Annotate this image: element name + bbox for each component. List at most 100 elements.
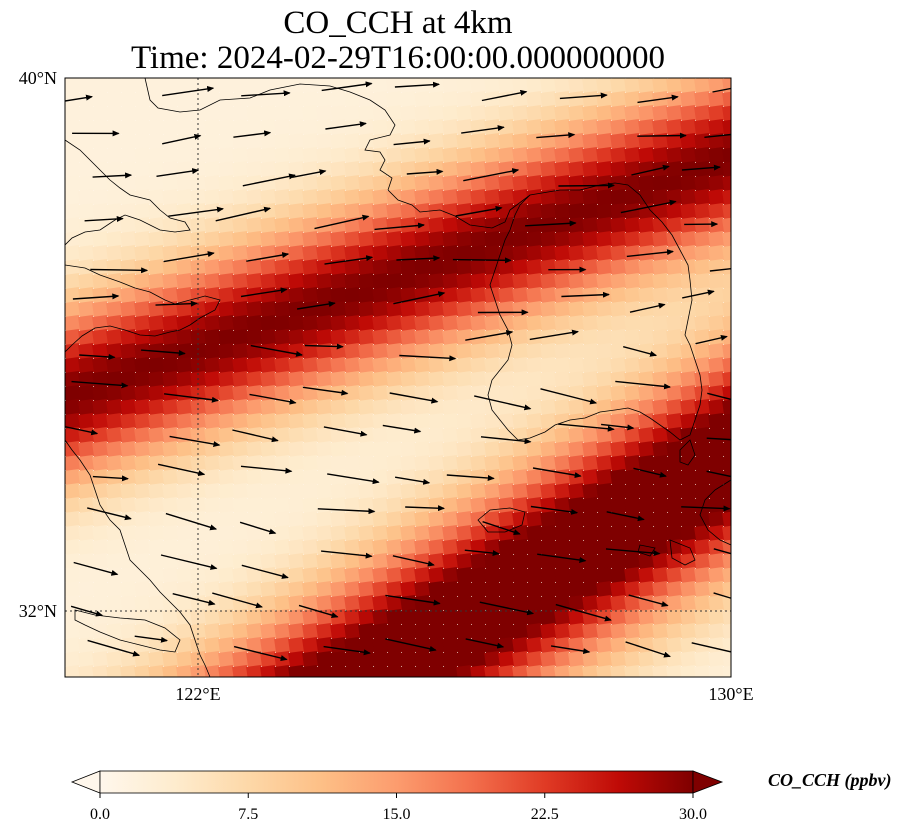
field-cell [414, 496, 432, 514]
field-cell [526, 104, 544, 122]
field-cell [652, 230, 670, 248]
field-cell [120, 496, 138, 514]
field-cell [498, 216, 516, 234]
field-cell [540, 118, 558, 136]
field-cell [498, 384, 516, 402]
field-cell [288, 426, 306, 444]
field-cell [288, 328, 306, 346]
field-cell [260, 370, 278, 388]
field-cell [246, 300, 264, 318]
field-cell [596, 664, 614, 677]
field-cell [148, 272, 166, 290]
field-cell [708, 132, 726, 150]
field-cell [65, 300, 68, 318]
field-cell [134, 132, 152, 150]
field-cell [708, 566, 726, 584]
field-cell [65, 314, 68, 332]
field-cell [302, 258, 320, 276]
field-cell [162, 78, 180, 94]
field-cell [92, 412, 110, 430]
wind-arrow [382, 424, 422, 434]
field-cell [148, 440, 166, 458]
field-cell [568, 524, 586, 542]
wind-arrow [71, 380, 129, 389]
field-cell [624, 552, 642, 570]
field-cell [274, 524, 292, 542]
field-cell [65, 468, 68, 486]
field-cell [428, 258, 446, 276]
field-cell [680, 188, 698, 206]
field-cell [624, 244, 642, 262]
field-cell [498, 104, 516, 122]
field-cell [134, 412, 152, 430]
field-cell [218, 679, 235, 696]
field-cell [582, 244, 600, 262]
field-cell [400, 174, 418, 192]
field-cell [526, 202, 544, 220]
wind-arrow [134, 635, 168, 643]
field-cell [680, 314, 698, 332]
field-cell [65, 146, 68, 164]
field-cell [540, 370, 558, 388]
field-cell [232, 230, 250, 248]
field-cell [708, 272, 726, 290]
field-cell [470, 496, 488, 514]
field-cell [624, 580, 642, 598]
field-cell [176, 160, 194, 178]
field-cell [526, 286, 544, 304]
field-cell [176, 286, 194, 304]
colorbar: 0.0 7.5 15.0 22.5 30.0 CO_CCH (ppbv) [70, 770, 892, 823]
field-cell [372, 230, 390, 248]
wind-arrow [72, 293, 120, 300]
field-cell [260, 342, 278, 360]
field-cell [106, 384, 124, 402]
field-cell [470, 650, 488, 668]
field-cell [78, 566, 96, 584]
field-cell [638, 146, 656, 164]
field-cell [666, 78, 684, 94]
field-cell [316, 636, 334, 654]
field-cell [246, 552, 264, 570]
field-cell [484, 650, 502, 668]
field-cell [106, 622, 124, 640]
field-cell [414, 328, 432, 346]
field-cell [162, 286, 180, 304]
field-cell [400, 524, 418, 542]
field-cell [680, 202, 698, 220]
field-cell [288, 104, 306, 122]
field-cell [274, 412, 292, 430]
field-cell [386, 300, 404, 318]
field-cell [358, 468, 376, 486]
field-cell [92, 454, 110, 472]
field-cell [568, 510, 586, 528]
field-cell [428, 664, 446, 677]
field-cell [232, 566, 250, 584]
field-cell [65, 664, 68, 677]
concentration-field [65, 78, 731, 696]
colorbar-tick-label: 30.0 [679, 806, 707, 823]
field-cell [456, 608, 474, 626]
field-cell [582, 440, 600, 458]
field-cell [288, 286, 306, 304]
field-cell [554, 538, 572, 556]
field-cell [344, 482, 362, 500]
field-cell [92, 258, 110, 276]
field-cell [512, 440, 530, 458]
field-cell [92, 482, 110, 500]
field-cell [316, 398, 334, 416]
field-cell [610, 300, 628, 318]
wind-arrow [162, 86, 215, 97]
wind-arrow [233, 645, 288, 661]
field-cell [540, 300, 558, 318]
field-cell [596, 510, 614, 528]
field-cell [526, 510, 544, 528]
field-cell [498, 482, 516, 500]
field-cell [554, 510, 572, 528]
field-cell [484, 356, 502, 374]
field-cell [344, 230, 362, 248]
field-cell [666, 118, 684, 136]
field-cell [582, 426, 600, 444]
field-cell [372, 580, 390, 598]
field-cell [288, 664, 306, 677]
field-cell [372, 174, 390, 192]
